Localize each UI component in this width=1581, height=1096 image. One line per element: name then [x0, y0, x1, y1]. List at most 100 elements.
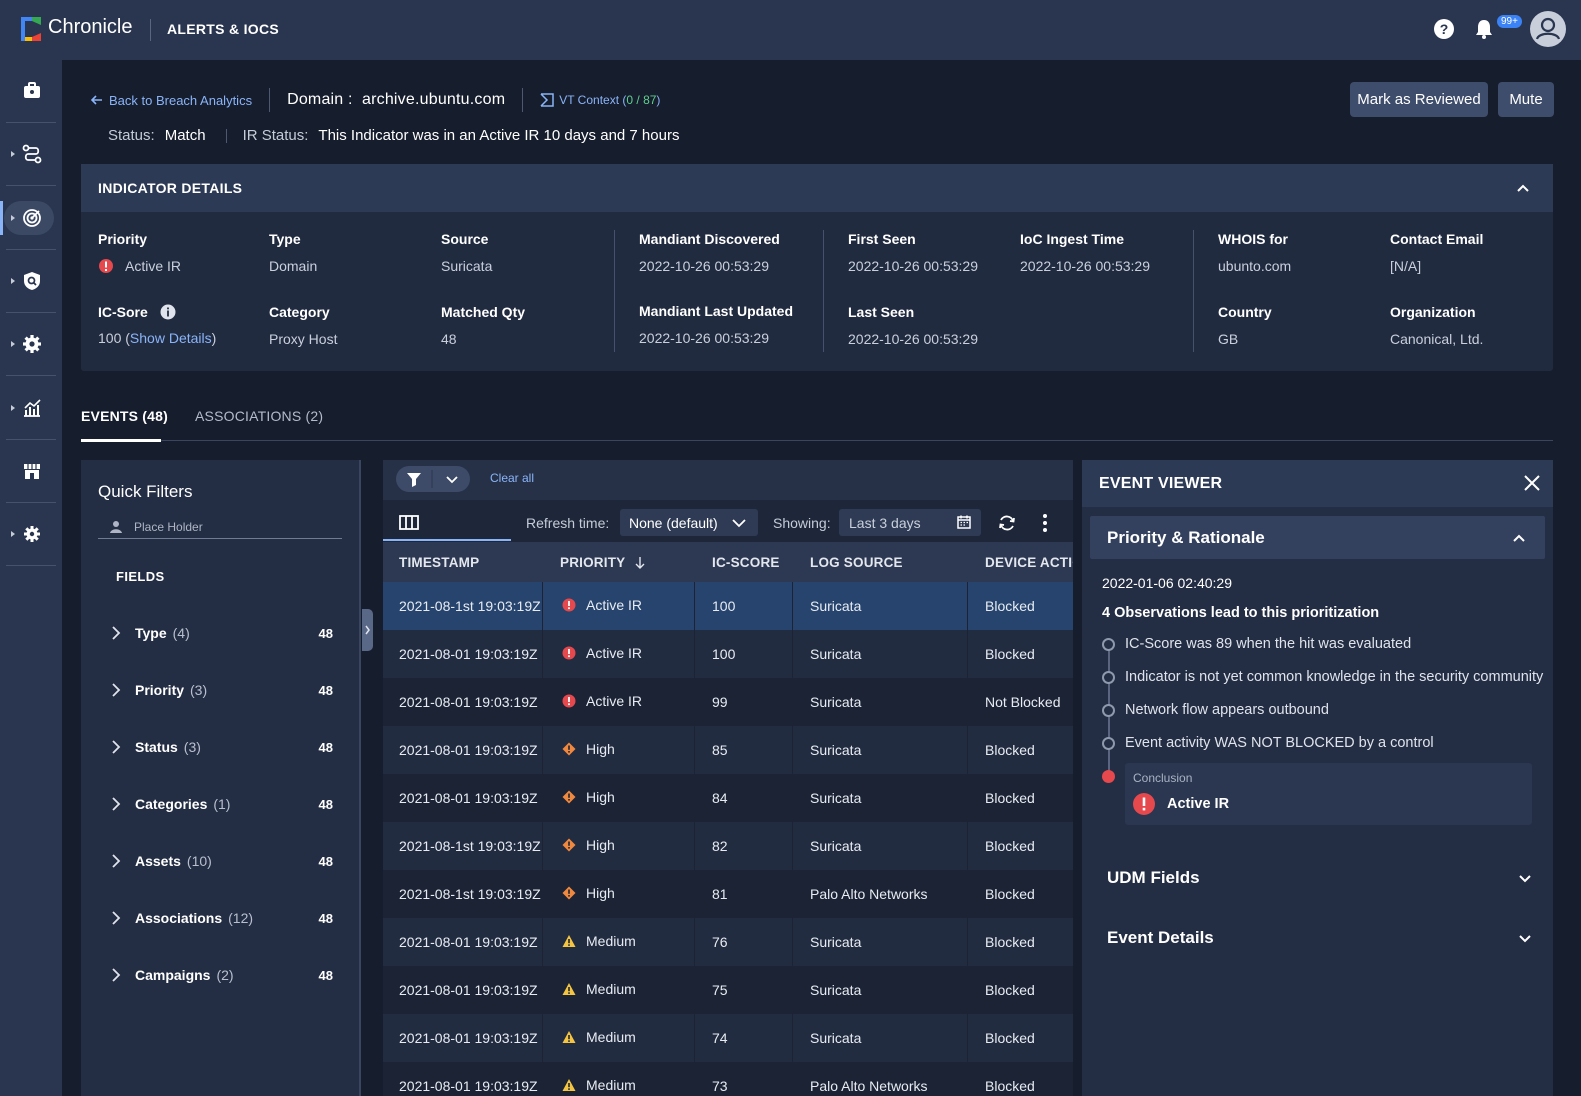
close-icon[interactable] — [1523, 474, 1541, 492]
cell-device-action: Blocked — [985, 742, 1035, 758]
table-row[interactable]: 2021-08-1st 19:03:19Z High 82 Suricata Block… — [383, 822, 1073, 870]
chevron-right-icon — [112, 797, 121, 811]
table-row[interactable]: 2021-08-01 19:03:19Z Medium 74 Suricata Bloc… — [383, 1014, 1073, 1062]
column-settings-button[interactable] — [383, 500, 511, 541]
filter-field-count: (10) — [186, 853, 212, 869]
udm-fields-accordion[interactable]: UDM Fields — [1107, 866, 1533, 890]
chevron-right-icon — [365, 625, 370, 635]
info-icon[interactable] — [160, 304, 176, 320]
cell-priority-label: Active IR — [586, 645, 643, 661]
date-range-picker[interactable]: Last 3 days — [839, 509, 981, 536]
refresh-icon[interactable] — [997, 513, 1017, 533]
user-avatar[interactable] — [1530, 11, 1566, 47]
filter-field-name: Campaigns — [135, 967, 211, 983]
nav-separator — [6, 312, 56, 313]
filter-field-campaigns[interactable]: Campaigns (2) 48 — [111, 963, 333, 987]
cell-log-source: Suricata — [810, 934, 862, 950]
filter-field-name: Status — [135, 739, 178, 755]
nav-item-detection[interactable] — [0, 187, 62, 249]
chronicle-logo-icon[interactable] — [20, 16, 42, 42]
priority-rationale-accordion[interactable]: Priority & Rationale — [1090, 516, 1545, 559]
quick-filter-search-input[interactable]: Place Holder — [98, 515, 342, 539]
field-country: Country GB — [1218, 304, 1272, 347]
help-icon[interactable]: ? — [1432, 17, 1456, 41]
column-header-device-action[interactable]: DEVICE ACTIO — [985, 555, 1073, 570]
table-row[interactable]: 2021-08-01 19:03:19Z Active IR 100 Suricata… — [383, 630, 1073, 678]
event-details-accordion[interactable]: Event Details — [1107, 926, 1533, 950]
mute-button[interactable]: Mute — [1498, 82, 1554, 117]
cell-timestamp: 2021-08-01 19:03:19Z — [399, 790, 538, 806]
show-details-link[interactable]: Show Details — [129, 330, 212, 346]
filter-field-count: (4) — [172, 625, 190, 641]
filter-field-categories[interactable]: Categories (1) 48 — [111, 792, 333, 816]
observation-text: Indicator is not yet common knowledge in… — [1125, 669, 1544, 685]
chevron-down-icon — [1519, 875, 1531, 883]
filter-field-assets[interactable]: Assets (10) 48 — [111, 849, 333, 873]
table-row[interactable]: 2021-08-01 19:03:19Z Medium 76 Suricata Bloc… — [383, 918, 1073, 966]
chevron-right-icon — [112, 740, 121, 754]
header-divider — [522, 88, 524, 112]
cell-priority: Active IR — [562, 597, 642, 613]
cell-device-action: Blocked — [985, 838, 1035, 854]
table-row[interactable]: 2021-08-01 19:03:19Z High 85 Suricata Blocke… — [383, 726, 1073, 774]
field-value: 2022-10-26 00:53:29 — [848, 258, 978, 274]
tab-active-indicator — [81, 439, 161, 442]
column-header-log-source[interactable]: LOG SOURCE — [810, 555, 903, 570]
observation-item: Network flow appears outbound — [1102, 702, 1329, 718]
panel-splitter[interactable] — [359, 460, 361, 1096]
cell-device-action: Blocked — [985, 886, 1035, 902]
nav-item-cases[interactable] — [0, 60, 62, 122]
column-separator — [967, 918, 968, 966]
field-priority: Priority Active IR — [98, 231, 181, 274]
filter-field-status[interactable]: Status (3) 48 — [111, 735, 333, 759]
back-link-label: Back to Breach Analytics — [109, 92, 253, 108]
filter-field-priority[interactable]: Priority (3) 48 — [111, 678, 333, 702]
notifications-bell-icon[interactable] — [1472, 17, 1496, 41]
cell-priority-label: Medium — [586, 933, 636, 949]
clear-all-link[interactable]: Clear all — [490, 471, 535, 485]
chevron-up-icon[interactable] — [1515, 180, 1531, 196]
collapse-panel-handle[interactable] — [362, 609, 373, 651]
nav-item-rules[interactable] — [0, 313, 62, 375]
table-row[interactable]: 2021-08-01 19:03:19Z Medium 73 Palo Alto Ne… — [383, 1062, 1073, 1096]
table-row[interactable]: 2021-08-1st 19:03:19Z Active IR 100 Suricat… — [383, 582, 1073, 630]
more-options-icon[interactable] — [1042, 513, 1048, 533]
table-row[interactable]: 2021-08-01 19:03:19Z Active IR 99 Suricata N… — [383, 678, 1073, 726]
table-row[interactable]: 2021-08-01 19:03:19Z Medium 75 Suricata Bloc… — [383, 966, 1073, 1014]
nav-item-marketplace[interactable] — [0, 440, 62, 502]
showing-label: Showing: — [773, 515, 831, 531]
event-viewer-header: EVENT VIEWER — [1082, 460, 1553, 507]
nav-item-settings[interactable] — [0, 503, 62, 565]
column-header-timestamp[interactable]: TIMESTAMP — [399, 555, 480, 570]
nav-item-threats[interactable] — [0, 250, 62, 312]
field-mandiant-discovered: Mandiant Discovered 2022-10-26 00:53:29 — [639, 231, 780, 274]
filter-field-type[interactable]: Type (4) 48 — [111, 621, 333, 645]
vt-context-link[interactable]: VT Context (0 / 87) — [540, 93, 660, 107]
cell-log-source: Suricata — [810, 838, 862, 854]
table-row[interactable]: 2021-08-01 19:03:19Z High 84 Suricata Blocke… — [383, 774, 1073, 822]
refresh-time-select[interactable]: None (default) — [620, 509, 758, 536]
table-row[interactable]: 2021-08-1st 19:03:19Z High 81 Palo Alto Net… — [383, 870, 1073, 918]
cell-priority-label: Medium — [586, 1077, 636, 1093]
cell-timestamp: 2021-08-01 19:03:19Z — [399, 694, 538, 710]
filter-dropdown-button[interactable] — [396, 466, 470, 492]
tab-associations[interactable]: ASSOCIATIONS (2) — [195, 408, 324, 424]
chevron-right-icon — [112, 911, 121, 925]
notification-badge: 99+ — [1497, 15, 1522, 28]
indicator-details-header[interactable]: INDICATOR DETAILS — [81, 164, 1553, 212]
field-label: Priority — [98, 231, 148, 247]
column-header-ic-score[interactable]: IC-SCORE — [712, 555, 780, 570]
filter-field-associations[interactable]: Associations (12) 48 — [111, 906, 333, 930]
cell-device-action: Blocked — [985, 934, 1035, 950]
nav-item-search[interactable] — [0, 123, 62, 185]
chevron-right-icon — [112, 683, 121, 697]
nav-item-dashboards[interactable] — [0, 377, 62, 439]
tab-events[interactable]: EVENTS (48) — [81, 408, 168, 424]
column-header-priority[interactable]: PRIORITY — [560, 555, 645, 570]
mark-as-reviewed-button[interactable]: Mark as Reviewed — [1350, 82, 1488, 117]
filter-field-count: (12) — [228, 910, 254, 926]
back-to-breach-analytics-link[interactable]: Back to Breach Analytics — [90, 93, 252, 108]
indicator-details-panel: INDICATOR DETAILS — [81, 164, 1553, 371]
field-value: Canonical, Ltd. — [1390, 331, 1484, 347]
filter-field-count: (2) — [216, 967, 234, 983]
